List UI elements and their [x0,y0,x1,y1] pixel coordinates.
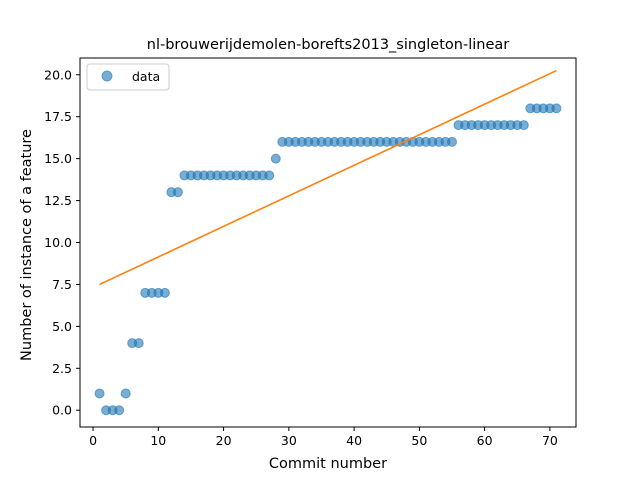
data-point [120,388,131,399]
y-tick-label: 2.5 [52,361,72,376]
plot-area [94,69,562,416]
data-point [264,170,275,181]
legend-marker-data [101,70,113,82]
data-point [447,136,457,147]
x-tick-label: 0 [89,433,97,448]
x-axis-label: Commit number [269,456,387,472]
x-tick-label: 50 [411,433,427,448]
chart-title: nl-brouwerijdemolen-borefts2013_singleto… [147,37,509,53]
x-tick-label: 10 [150,433,166,448]
linear-fit-line [99,69,557,286]
data-point [518,120,529,131]
data-point [270,153,281,164]
x-tick-label: 70 [542,433,558,448]
y-tick-label: 7.5 [52,277,72,292]
y-axis-ticks: 0.0 2.5 5.0 7.5 10.0 12.5 15.0 17.5 20.0 [44,67,80,418]
x-tick-label: 20 [216,433,232,448]
legend-box [86,63,170,91]
y-tick-label: 17.5 [44,109,72,124]
data-point [159,287,170,298]
x-tick-label: 60 [477,433,493,448]
y-tick-label: 0.0 [52,403,72,418]
legend: data [86,63,170,91]
data-point [114,405,125,416]
y-tick-label: 20.0 [44,67,72,82]
y-axis-label: Number of instance of a feature [19,129,35,361]
data-point [133,338,144,349]
x-axis-ticks: 0 10 20 30 40 50 60 70 [89,427,558,448]
data-point [551,103,562,114]
y-tick-label: 10.0 [44,235,72,250]
data-point [172,187,183,198]
y-tick-label: 12.5 [44,193,72,208]
y-tick-label: 5.0 [52,319,72,334]
x-tick-label: 30 [281,433,297,448]
data-point [94,388,105,399]
legend-label-data: data [132,69,160,84]
x-tick-label: 40 [346,433,362,448]
y-tick-label: 15.0 [44,151,72,166]
